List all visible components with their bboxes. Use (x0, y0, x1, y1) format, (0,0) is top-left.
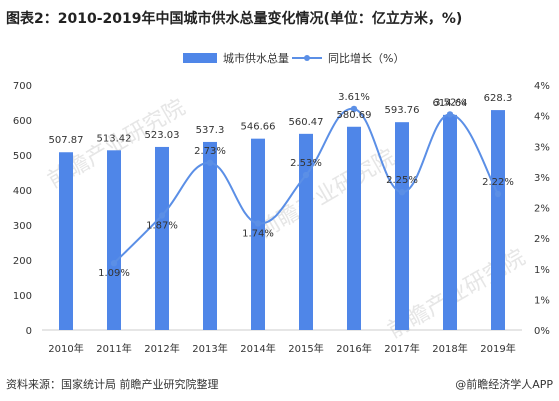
bar-value-label: 513.42 (97, 133, 132, 144)
y-right-tick-label: 4% (534, 112, 550, 123)
data-labels: 507.87 513.42 523.03 537.3 546.66 560.47 580.6… (49, 92, 514, 279)
y-right-tick-label: 3% (534, 173, 550, 184)
growth-value-label: 2.22% (482, 177, 514, 188)
y-left-tick-label: 400 (13, 186, 32, 197)
line-series (110, 105, 502, 267)
bar-value-label: 628.3 (484, 93, 513, 104)
y-left-tick-label: 500 (13, 151, 32, 162)
y-right-tick-label: 1% (534, 295, 550, 306)
y-left-tick-label: 300 (13, 221, 32, 232)
growth-value-label: 1.09% (98, 268, 130, 279)
growth-value-label: 2.25% (386, 175, 418, 186)
bar (347, 126, 361, 330)
bar (251, 138, 265, 330)
x-tick-label: 2015年 (288, 342, 323, 355)
bar-value-label: 580.69 (337, 110, 372, 121)
growth-point (206, 159, 214, 166)
bar-series (59, 110, 505, 331)
x-tick-label: 2014年 (240, 342, 275, 355)
y-right-tick-label: 0% (534, 326, 550, 337)
x-tick-label: 2019年 (480, 342, 515, 355)
y-left-tick-label: 600 (13, 116, 32, 127)
x-tick-label: 2012年 (144, 342, 179, 355)
y-right-tick-label: 2% (534, 204, 550, 215)
bar-value-label: 537.3 (196, 125, 225, 136)
bar (59, 152, 73, 330)
x-tick-label: 2016年 (336, 342, 371, 355)
growth-point (350, 105, 358, 113)
y-left-tick-label: 200 (13, 256, 32, 267)
x-tick-label: 2018年 (432, 342, 467, 355)
growth-point (110, 260, 118, 267)
growth-value-label: 3.61% (338, 92, 370, 103)
legend-swatch-bar (183, 53, 217, 63)
y-left-tick-label: 700 (13, 81, 32, 92)
bar-value-label: 546.66 (241, 122, 276, 133)
bar-value-label: 614.64 (433, 98, 468, 109)
bar (299, 133, 313, 330)
legend-label-bar: 城市供水总量 (223, 51, 289, 65)
bar (491, 110, 505, 330)
growth-line (113, 107, 499, 264)
bar (203, 141, 217, 330)
y-right-tick-label: 2% (534, 234, 550, 245)
growth-value-label: 1.74% (242, 228, 274, 239)
growth-point (494, 190, 502, 198)
y-left-tick-label: 0 (26, 326, 32, 337)
y-right-tick-label: 4% (534, 81, 550, 92)
y-left-tick-label: 100 (13, 291, 32, 302)
y-right-tick-label: 1% (534, 265, 550, 276)
growth-point (398, 188, 406, 196)
growth-point (302, 171, 310, 179)
legend-marker-line (304, 55, 310, 61)
bar (443, 114, 457, 330)
growth-value-label: 1.87% (146, 220, 178, 231)
x-tick-label: 2010年 (48, 342, 83, 355)
bar-value-label: 507.87 (49, 135, 84, 146)
growth-point (158, 212, 166, 219)
x-tick-label: 2013年 (192, 342, 227, 355)
legend: 城市供水总量 同比增长（%） (183, 51, 404, 65)
growth-value-label: 3.52% (434, 97, 466, 108)
bar-value-label: 593.76 (385, 105, 420, 116)
x-tick-label: 2011年 (96, 342, 131, 355)
credit-note: @前瞻经济学人APP (455, 378, 553, 391)
growth-value-label: 2.73% (194, 146, 226, 157)
growth-point (254, 220, 262, 227)
bar (155, 146, 169, 330)
bar-value-label: 523.03 (145, 130, 180, 141)
y-right-tick-label: 3% (534, 142, 550, 153)
bar (395, 122, 409, 331)
growth-value-label: 2.53% (290, 158, 322, 169)
chart-title: 图表2：2010-2019年中国城市供水总量变化情况(单位：亿立方米，%) (6, 11, 463, 27)
watermark-text: 前瞻产业研究院 (254, 145, 400, 244)
source-note: 资料来源：国家统计局 前瞻产业研究院整理 (6, 378, 219, 391)
axes: 0 100 200 300 400 500 600 700 0% 1% 1% 2% 2% 3% 3% 4% 4%… (13, 81, 550, 355)
growth-point (446, 111, 454, 118)
legend-label-line: 同比增长（%） (328, 51, 404, 65)
bar-value-label: 560.47 (289, 117, 324, 128)
bar (107, 150, 121, 330)
x-tick-label: 2017年 (384, 342, 419, 355)
